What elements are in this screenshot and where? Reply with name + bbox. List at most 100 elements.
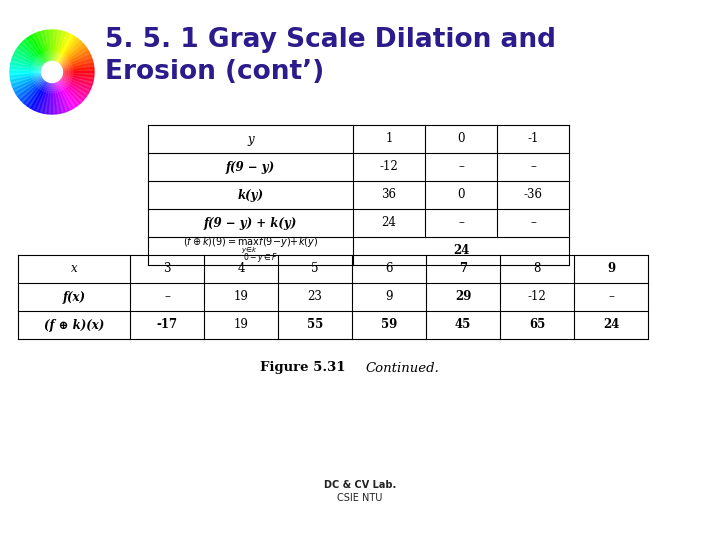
Text: $(f \oplus k)(9) = \max_{y \in k} f(9-y)+k(y)$: $(f \oplus k)(9) = \max_{y \in k} f(9-y)… [183, 236, 318, 256]
Text: 5: 5 [311, 262, 319, 275]
Circle shape [45, 66, 58, 78]
Wedge shape [52, 72, 65, 113]
Wedge shape [11, 59, 52, 72]
Text: DC & CV Lab.: DC & CV Lab. [324, 480, 396, 490]
Text: 4: 4 [238, 262, 245, 275]
Wedge shape [31, 33, 52, 72]
Text: 65: 65 [529, 319, 545, 332]
Circle shape [31, 51, 73, 93]
Wedge shape [52, 55, 92, 72]
Wedge shape [16, 48, 52, 72]
Circle shape [44, 64, 60, 80]
Wedge shape [52, 44, 86, 72]
Wedge shape [39, 72, 52, 113]
Text: Figure 5.31: Figure 5.31 [260, 361, 346, 375]
Text: (f ⊕ k)(x): (f ⊕ k)(x) [44, 319, 104, 332]
Wedge shape [52, 72, 73, 110]
Text: 29: 29 [455, 291, 471, 303]
Wedge shape [27, 72, 52, 109]
Text: –: – [530, 217, 536, 230]
Wedge shape [52, 41, 84, 72]
Text: –: – [608, 291, 614, 303]
Wedge shape [10, 63, 52, 72]
Wedge shape [52, 72, 86, 100]
Wedge shape [11, 72, 52, 85]
Wedge shape [52, 32, 69, 72]
Text: 19: 19 [233, 291, 248, 303]
Text: –: – [458, 160, 464, 173]
Text: -12: -12 [528, 291, 546, 303]
Text: –: – [164, 291, 170, 303]
Wedge shape [35, 72, 52, 112]
Wedge shape [52, 30, 60, 72]
Text: 45: 45 [455, 319, 471, 332]
Text: 0: 0 [457, 132, 464, 145]
Text: 3: 3 [163, 262, 171, 275]
Text: -1: -1 [527, 132, 539, 145]
Circle shape [40, 59, 65, 85]
Wedge shape [35, 32, 52, 72]
Wedge shape [52, 59, 93, 72]
Text: 36: 36 [382, 188, 397, 201]
Wedge shape [52, 72, 80, 106]
Text: -36: -36 [523, 188, 542, 201]
Text: y: y [247, 132, 254, 145]
Wedge shape [24, 72, 52, 106]
Wedge shape [52, 72, 77, 109]
Wedge shape [43, 72, 52, 114]
Wedge shape [18, 72, 52, 100]
Wedge shape [10, 72, 52, 76]
Wedge shape [52, 72, 92, 89]
Text: 1: 1 [385, 132, 392, 145]
Wedge shape [52, 30, 56, 72]
Circle shape [42, 62, 63, 83]
Text: f(x): f(x) [63, 291, 86, 303]
Wedge shape [52, 33, 73, 72]
Text: f(9 − y) + k(y): f(9 − y) + k(y) [204, 217, 297, 230]
Wedge shape [52, 72, 91, 93]
Wedge shape [16, 72, 52, 97]
Text: –: – [458, 217, 464, 230]
Wedge shape [52, 68, 94, 72]
Text: 55: 55 [307, 319, 323, 332]
Text: 8: 8 [534, 262, 541, 275]
Wedge shape [12, 55, 52, 72]
Wedge shape [27, 36, 52, 72]
Wedge shape [14, 51, 52, 72]
Text: k(y): k(y) [238, 188, 264, 201]
Wedge shape [52, 72, 84, 103]
Text: 9: 9 [385, 291, 392, 303]
Wedge shape [52, 72, 60, 114]
Wedge shape [10, 72, 52, 81]
Wedge shape [48, 72, 52, 114]
Text: Erosion (cont’): Erosion (cont’) [105, 59, 324, 85]
Text: 23: 23 [307, 291, 323, 303]
Wedge shape [21, 41, 52, 72]
Text: 6: 6 [385, 262, 392, 275]
Text: CSIE NTU: CSIE NTU [337, 493, 383, 503]
Wedge shape [24, 38, 52, 72]
Text: 7: 7 [459, 262, 467, 275]
Text: x: x [71, 262, 77, 275]
Circle shape [48, 68, 56, 76]
Text: Continued.: Continued. [365, 361, 439, 375]
Wedge shape [52, 72, 93, 85]
Text: 9: 9 [607, 262, 615, 275]
Wedge shape [52, 31, 65, 72]
Text: 24: 24 [382, 217, 397, 230]
Text: 5. 5. 1 Gray Scale Dilation and: 5. 5. 1 Gray Scale Dilation and [105, 27, 556, 53]
Text: 24: 24 [453, 245, 469, 258]
Wedge shape [52, 72, 56, 114]
Text: -12: -12 [379, 160, 398, 173]
Circle shape [37, 57, 67, 87]
Wedge shape [52, 38, 80, 72]
Wedge shape [52, 72, 69, 112]
Wedge shape [18, 44, 52, 72]
Circle shape [35, 55, 69, 89]
Wedge shape [48, 30, 52, 72]
Circle shape [33, 53, 71, 91]
Wedge shape [52, 72, 94, 81]
Wedge shape [39, 31, 52, 72]
Wedge shape [52, 36, 77, 72]
Text: 24: 24 [603, 319, 619, 332]
